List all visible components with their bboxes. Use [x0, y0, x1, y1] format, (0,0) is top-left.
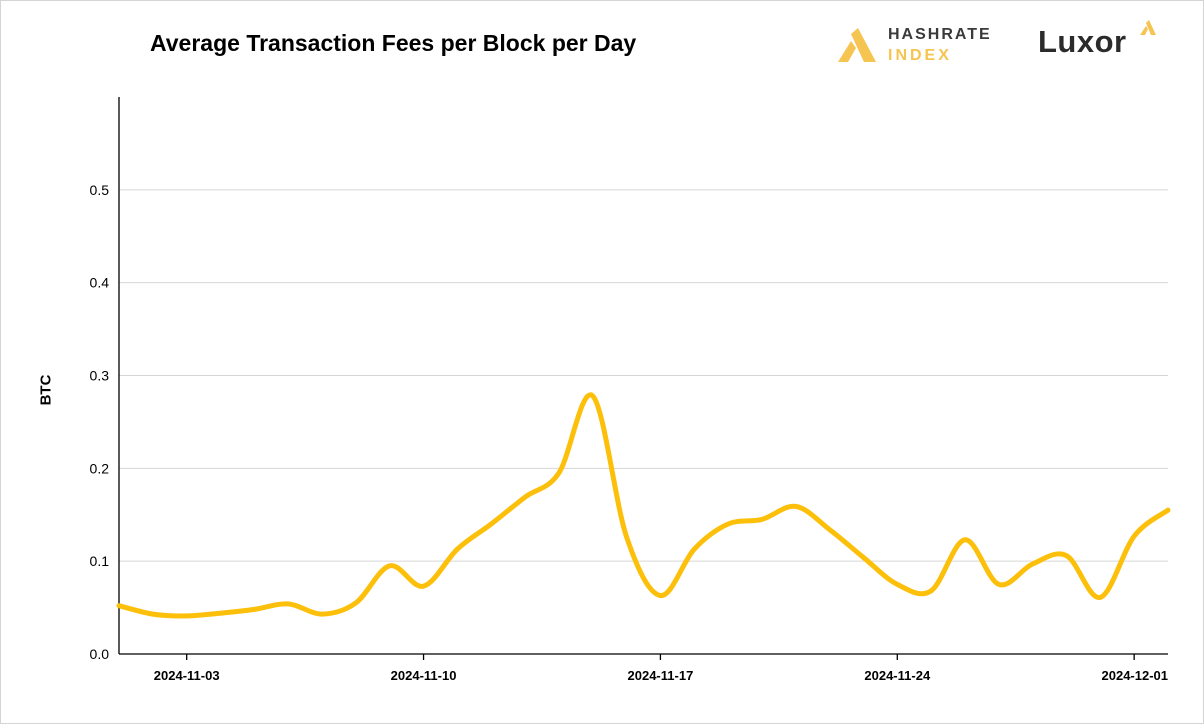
x-tick-label: 2024-11-17	[628, 668, 694, 683]
y-tick-label: 0.2	[90, 460, 110, 476]
hashrate-index-logo: HASHRATE INDEX	[836, 22, 1011, 68]
x-tick-label: 2024-11-10	[391, 668, 457, 683]
x-tick-label: 2024-12-01	[1102, 668, 1169, 683]
index-logo-text: INDEX	[888, 47, 952, 64]
y-tick-label: 0.1	[90, 553, 110, 569]
y-tick-label: 0.4	[90, 275, 110, 291]
luxor-logo: Luxor	[1038, 18, 1163, 64]
chart-title: Average Transaction Fees per Block per D…	[150, 30, 637, 56]
hashrate-index-logo-icon	[838, 28, 876, 62]
y-tick-label: 0.3	[90, 368, 110, 384]
y-tick-label: 0.5	[90, 182, 110, 198]
luxor-logo-icon	[1140, 20, 1156, 35]
x-tick-label: 2024-11-24	[864, 668, 931, 683]
hashrate-logo-text: HASHRATE	[888, 26, 992, 43]
fee-series-line	[116, 392, 1171, 619]
x-tick-label: 2024-11-03	[154, 668, 220, 683]
luxor-logo-text: Luxor	[1038, 24, 1127, 59]
y-tick-label: 0.0	[90, 646, 110, 662]
